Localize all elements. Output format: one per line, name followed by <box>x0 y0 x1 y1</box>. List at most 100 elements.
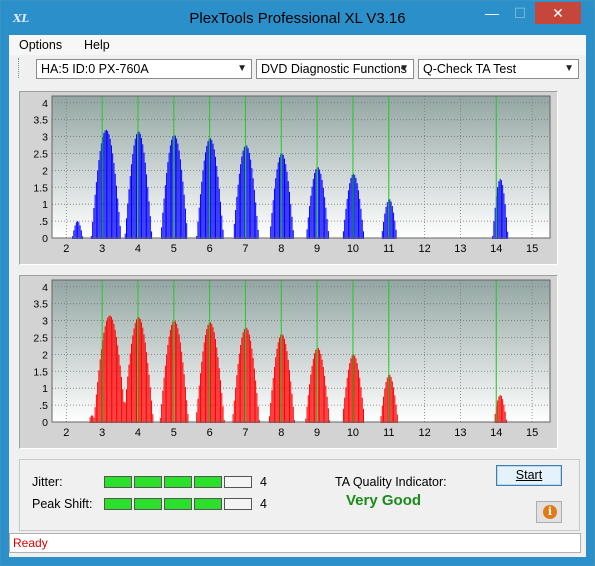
histogram-bar <box>169 329 171 423</box>
chevron-down-icon: ▼ <box>564 63 574 74</box>
histogram-bar <box>390 376 392 423</box>
histogram-bar <box>311 365 313 423</box>
x-tick-label: 6 <box>207 243 213 255</box>
drive-select[interactable]: HA:5 ID:0 PX-760A ▼ <box>36 59 252 79</box>
histogram-bar <box>381 405 383 423</box>
histogram-bar <box>139 319 141 423</box>
toolbar-grip[interactable] <box>18 58 22 78</box>
histogram-bar <box>241 156 243 239</box>
histogram-bar <box>97 170 99 239</box>
title-bar[interactable]: XL PlexTools Professional XL V3.16 — ☐ ✕ <box>1 1 594 35</box>
histogram-bar <box>290 203 292 239</box>
histogram-bar <box>307 395 309 423</box>
histogram-bar <box>215 339 217 423</box>
histogram-bar <box>199 194 201 239</box>
histogram-bar <box>322 367 324 423</box>
histogram-bar <box>494 207 496 239</box>
histogram-bar <box>360 208 362 239</box>
histogram-bar <box>132 153 134 239</box>
histogram-bar <box>270 402 272 423</box>
histogram-bar <box>122 389 124 423</box>
histogram-bar <box>130 164 132 239</box>
histogram-bar <box>162 390 164 423</box>
menu-help[interactable]: Help <box>84 38 110 52</box>
x-tick-label: 2 <box>63 427 69 439</box>
histogram-bar <box>90 235 92 239</box>
test-select[interactable]: Q-Check TA Test ▼ <box>418 59 579 79</box>
histogram-bar <box>161 227 163 239</box>
histogram-bar <box>105 129 107 239</box>
histogram-bar <box>275 357 277 423</box>
close-button[interactable]: ✕ <box>535 2 581 24</box>
x-tick-label: 7 <box>242 427 248 439</box>
histogram-bar <box>148 201 150 239</box>
histogram-bar <box>152 414 154 423</box>
meter-segment <box>104 498 132 510</box>
histogram-bar <box>317 167 319 239</box>
histogram-bar <box>103 332 105 423</box>
histogram-bar <box>151 231 153 239</box>
histogram-bar <box>209 322 211 423</box>
minimize-button[interactable]: — <box>479 2 505 24</box>
histogram-bar <box>237 363 239 423</box>
histogram-bar <box>503 404 505 423</box>
histogram-bar <box>118 354 120 423</box>
histogram-bar <box>232 414 234 423</box>
histogram-bar <box>395 229 397 239</box>
plot-frame <box>51 95 551 239</box>
histogram-bar <box>309 384 311 423</box>
histogram-bar <box>78 222 80 239</box>
histogram-bar <box>114 329 116 423</box>
ta-quality-label: TA Quality Indicator: <box>335 475 447 489</box>
histogram-bar <box>142 144 144 239</box>
histogram-bar <box>257 229 259 239</box>
histogram-bar <box>310 195 312 239</box>
menu-options[interactable]: Options <box>19 38 62 52</box>
x-tick-label: 5 <box>171 427 177 439</box>
histogram-bar <box>276 348 278 423</box>
histogram-bar <box>345 208 347 239</box>
start-button[interactable]: Start <box>496 465 562 486</box>
histogram-bar <box>182 362 184 423</box>
info-button[interactable]: i <box>536 501 562 523</box>
histogram-bar <box>136 319 138 423</box>
histogram-bar <box>197 398 199 423</box>
jitter-label: Jitter: <box>32 475 63 489</box>
histogram-bar <box>168 336 170 423</box>
histogram-bar <box>251 168 253 239</box>
histogram-bar <box>385 382 387 423</box>
histogram-bar <box>243 328 245 423</box>
results-panel <box>19 459 580 531</box>
histogram-bar <box>73 230 75 239</box>
histogram-bar <box>202 351 204 423</box>
histogram-bar <box>110 316 112 423</box>
maximize-button[interactable]: ☐ <box>507 2 533 24</box>
start-button-label: Start <box>515 468 543 482</box>
histogram-bar <box>356 183 358 239</box>
histogram-bar <box>74 225 76 239</box>
histogram-bar <box>247 330 249 423</box>
peak-shift-meter <box>104 498 254 510</box>
histogram-bar <box>99 150 101 239</box>
x-tick-label: 6 <box>207 427 213 439</box>
histogram-bar <box>174 135 176 239</box>
histogram-bar <box>166 172 168 239</box>
histogram-bar <box>177 328 179 423</box>
histogram-bar <box>220 380 222 423</box>
histogram-bar <box>355 358 357 423</box>
histogram-bar <box>171 139 173 239</box>
function-select-value: DVD Diagnostic Functions <box>261 62 407 76</box>
histogram-bar <box>133 328 135 423</box>
histogram-bar <box>141 322 143 423</box>
histogram-bar <box>270 226 272 239</box>
histogram-bar <box>344 219 346 239</box>
bottom-chart: 0 .5 1 1.5 2 2.5 3 3.5 4 2 3 4 5 6 7 8 9 10 11 12 13 14 15 <box>33 279 551 439</box>
function-select[interactable]: DVD Diagnostic Functions ▼ <box>256 59 414 79</box>
histogram-bar <box>161 404 163 423</box>
histogram-bar <box>277 162 279 239</box>
histogram-bar <box>163 377 165 423</box>
y-tick-label: 0 <box>42 417 48 429</box>
histogram-bar <box>103 132 105 239</box>
histogram-bar <box>99 359 101 423</box>
histogram-bar <box>505 419 507 423</box>
